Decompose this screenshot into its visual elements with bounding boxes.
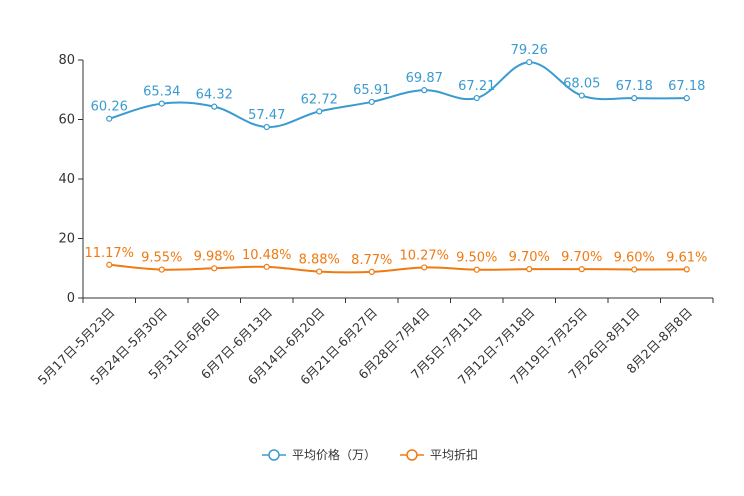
y-tick-label: 40 (58, 172, 75, 187)
data-point (368, 268, 375, 276)
data-label: 68.05 (563, 77, 600, 92)
data-label: 69.87 (406, 71, 443, 86)
data-label: 60.26 (91, 100, 128, 115)
data-point (158, 100, 165, 107)
legend-label: 平均价格（万） (292, 447, 376, 462)
series-average-price: 60.26 65.34 64.32 57.47 62.72 65.91 69.87 67.21… (91, 43, 705, 131)
data-label: 8.88% (299, 253, 340, 268)
data-point (158, 266, 165, 273)
data-point (631, 95, 638, 102)
data-label: 9.55% (141, 251, 182, 266)
data-point (526, 266, 533, 273)
data-label: 79.26 (511, 43, 548, 58)
data-point (106, 115, 113, 122)
data-point (316, 268, 323, 275)
y-axis-tick-marks (78, 59, 83, 299)
y-axis-tick-labels: 0 20 40 60 80 (58, 53, 75, 306)
series-line (109, 263, 687, 274)
data-label: 9.70% (561, 250, 602, 265)
legend: 平均价格（万） 平均折扣 (262, 447, 478, 462)
data-label: 9.98% (194, 249, 235, 264)
x-axis-tick-labels: 5月17日-5月23日5月24日-5月30日5月31日-6月6日6月7日-6月1… (35, 298, 714, 388)
data-point (473, 94, 480, 102)
data-point (631, 266, 638, 273)
data-label: 67.21 (458, 79, 495, 94)
data-label: 10.48% (242, 248, 292, 263)
data-label: 11.17% (84, 246, 134, 261)
legend-marker-icon (406, 449, 418, 461)
data-point (106, 261, 113, 268)
data-label: 9.50% (456, 251, 497, 266)
data-label: 8.77% (351, 253, 392, 268)
y-tick-label: 80 (58, 53, 75, 68)
data-label: 9.61% (666, 250, 707, 265)
y-tick-label: 20 (58, 232, 75, 247)
data-point (683, 95, 690, 102)
data-label: 9.70% (509, 250, 550, 265)
data-label: 65.91 (353, 83, 390, 98)
legend-item-average-price[interactable]: 平均价格（万） (262, 447, 376, 462)
data-point (473, 266, 480, 273)
data-label: 10.27% (399, 248, 449, 263)
data-label: 67.18 (616, 79, 653, 94)
data-point (263, 263, 270, 270)
data-label: 57.47 (248, 108, 285, 123)
data-point (578, 92, 585, 99)
data-point (683, 266, 690, 273)
data-point (263, 123, 270, 131)
data-point (211, 265, 218, 272)
data-point (578, 266, 585, 273)
legend-item-average-discount[interactable]: 平均折扣 (400, 447, 478, 462)
series-average-discount: 11.17% 9.55% 9.98% 10.48% 8.88% 8.77% 10.27% 9.… (84, 246, 707, 276)
data-label: 62.72 (301, 92, 338, 107)
data-point (526, 59, 533, 66)
data-point (316, 108, 323, 115)
data-label: 9.60% (614, 250, 655, 265)
data-point (368, 98, 375, 106)
y-tick-label: 0 (67, 291, 75, 306)
data-point (421, 87, 428, 94)
data-label: 67.18 (668, 79, 705, 94)
series-layer: 60.26 65.34 64.32 57.47 62.72 65.91 69.87 67.21… (84, 43, 707, 276)
legend-marker-icon (268, 449, 280, 461)
data-label: 64.32 (196, 88, 233, 103)
y-tick-label: 60 (58, 113, 75, 128)
data-point (211, 103, 218, 110)
data-point (421, 264, 428, 271)
legend-label: 平均折扣 (430, 447, 478, 462)
data-label: 65.34 (143, 85, 180, 100)
